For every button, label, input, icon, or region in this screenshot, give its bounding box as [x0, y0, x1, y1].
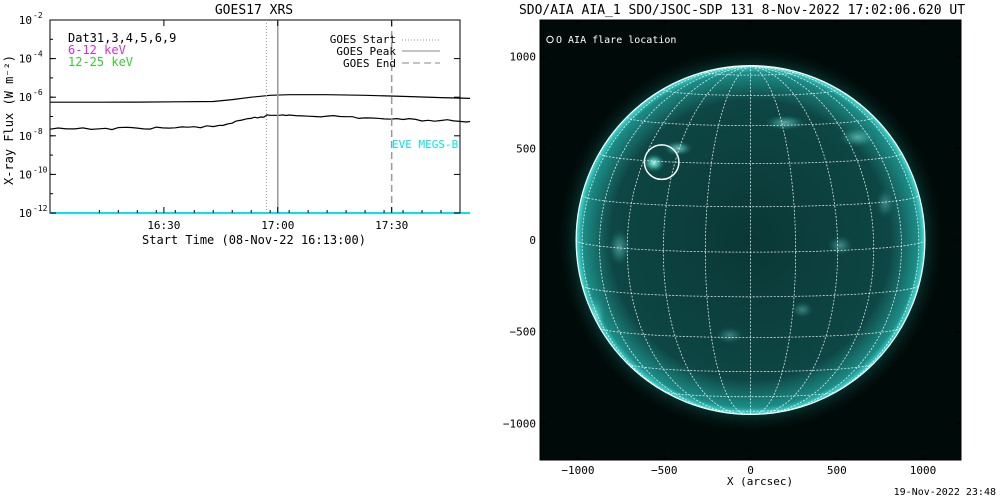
- goes-x-tick-label: 17:30: [375, 219, 408, 232]
- latitude-grid-line: [707, 408, 794, 412]
- aia-y-tick-label: 0: [529, 234, 536, 247]
- active-region: [762, 114, 808, 131]
- longitude-grid-line: [581, 65, 751, 407]
- longitude-grid-line: [750, 65, 796, 415]
- goes-legend-left: Dat31,3,4,5,6,9 6-12 keV 12-25 keV: [68, 31, 176, 69]
- active-region: [662, 140, 694, 157]
- goes-y-tick-label: 10: [19, 53, 32, 66]
- goes-y-tick-label: 10: [19, 207, 32, 220]
- active-region: [790, 300, 815, 319]
- solar-disk: [576, 65, 925, 415]
- goes-x-tick-label: 16:30: [147, 219, 180, 232]
- goes-xrs-chart: GOES17 XRS X-ray Flux (W m⁻²) Start Time…: [2, 3, 470, 247]
- aia-x-tick-label: 500: [827, 464, 847, 477]
- aia-title: SDO/AIA AIA_1 SDO/JSOC-SDP 131 8-Nov-202…: [519, 3, 965, 18]
- active-region: [641, 152, 666, 174]
- goes-y-tick-exponent: -10: [33, 165, 48, 174]
- goes-y-tick-label: 10: [19, 91, 32, 104]
- solar-limb: [575, 65, 926, 415]
- latitude-grid-line: [705, 71, 796, 76]
- aia-y-tick-label: −500: [510, 326, 537, 339]
- goes-x-axis-label: Start Time (08-Nov-22 16:13:00): [142, 233, 366, 247]
- latitude-grid-line: [664, 391, 837, 398]
- goes-series-line-1: [49, 114, 470, 131]
- goes-y-tick-exponent: -8: [33, 127, 43, 136]
- aia-legend: O AIA flare location: [546, 35, 676, 46]
- longitude-grid-line: [750, 65, 920, 407]
- goes-y-tick-exponent: -4: [33, 50, 43, 59]
- aia-x-tick-label: −1000: [561, 464, 594, 477]
- goes-y-tick-exponent: -2: [33, 11, 43, 20]
- legend-dataset-label: Dat31,3,4,5,6,9: [68, 31, 176, 45]
- goes-y-tick-label: 10: [19, 168, 32, 181]
- aia-x-tick-label: 0: [747, 464, 754, 477]
- aia-x-tick-label: 1000: [910, 464, 937, 477]
- goes-series-line-0: [50, 94, 470, 103]
- generation-timestamp: 19-Nov-2022 23:48: [893, 487, 996, 498]
- legend-goes-start-label: GOES Start: [330, 33, 396, 46]
- longitude-grid-line: [750, 65, 875, 415]
- latitude-grid-line: [599, 327, 902, 338]
- aia-x-tick-label: −500: [651, 464, 678, 477]
- flare-location-circle: [643, 144, 680, 181]
- legend-goes-peak-label: GOES Peak: [336, 45, 396, 58]
- aia-y-tick-label: 500: [516, 142, 536, 155]
- goes-legend-right: GOES Start GOES Peak GOES End: [330, 33, 440, 70]
- aia-legend-label: O AIA flare location: [556, 35, 676, 46]
- legend-goes-end-label: GOES End: [343, 57, 396, 70]
- aia-y-tick-label: −1000: [503, 417, 536, 430]
- eve-megs-b-label: EVE MEGS-B: [392, 138, 459, 151]
- goes-y-tick-exponent: -6: [33, 88, 43, 97]
- goes-y-tick-label: 10: [19, 14, 32, 27]
- longitude-grid-line: [750, 65, 902, 414]
- goes-x-tick-label: 17:00: [261, 219, 294, 232]
- legend-12-25kev-label: 12-25 keV: [68, 55, 133, 69]
- goes-y-tick-exponent: -12: [33, 204, 48, 213]
- goes-y-axis-label: X-ray Flux (W m⁻²): [2, 55, 16, 185]
- legend-6-12kev-label: 6-12 keV: [68, 43, 126, 57]
- longitude-grid-line: [626, 65, 751, 415]
- longitude-grid-line: [705, 65, 751, 415]
- goes-y-tick-label: 10: [19, 130, 32, 143]
- active-region: [826, 234, 855, 257]
- longitude-grid-line: [750, 65, 839, 415]
- goes-chart-title: GOES17 XRS: [215, 3, 293, 18]
- aia-y-tick-label: 1000: [510, 51, 537, 64]
- longitude-grid-line: [599, 65, 751, 414]
- active-region: [714, 326, 746, 345]
- active-region: [607, 227, 632, 268]
- longitude-grid-line: [662, 65, 751, 415]
- aia-x-axis-label: X (arcsec): [727, 475, 793, 488]
- active-region: [836, 126, 879, 149]
- aia-sun-image-chart: SDO/AIA AIA_1 SDO/JSOC-SDP 131 8-Nov-202…: [503, 3, 965, 488]
- aia-legend-circle-icon: [546, 35, 554, 44]
- active-region: [874, 186, 896, 220]
